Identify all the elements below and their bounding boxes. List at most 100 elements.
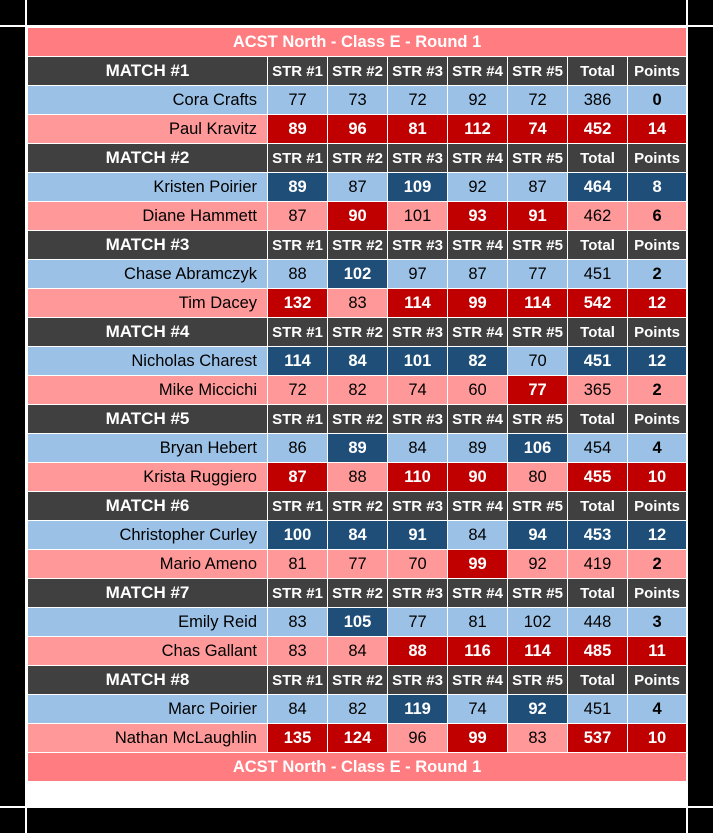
string-score[interactable]: 116 xyxy=(447,636,508,666)
string-score[interactable]: 89 xyxy=(267,114,328,144)
player-name[interactable]: Chase Abramczyk xyxy=(27,259,268,289)
string-score[interactable]: 74 xyxy=(387,375,448,405)
points[interactable]: 3 xyxy=(626,607,688,637)
string-score[interactable]: 84 xyxy=(327,346,388,376)
sheet-title[interactable]: ACST North - Class E - Round 1 xyxy=(26,27,688,57)
player-name[interactable]: Diane Hammett xyxy=(27,201,268,231)
column-header[interactable]: STR #4 xyxy=(447,317,508,347)
column-header[interactable]: Total xyxy=(567,578,628,608)
string-score[interactable]: 102 xyxy=(327,259,388,289)
string-score[interactable]: 114 xyxy=(267,346,328,376)
column-header[interactable]: STR #1 xyxy=(267,491,328,521)
player-name[interactable]: Tim Dacey xyxy=(27,288,268,318)
column-header[interactable]: STR #5 xyxy=(507,56,568,86)
string-score[interactable]: 135 xyxy=(267,723,328,753)
column-header[interactable]: STR #1 xyxy=(267,665,328,695)
string-score[interactable]: 81 xyxy=(447,607,508,637)
player-name[interactable]: Krista Ruggiero xyxy=(27,462,268,492)
column-header[interactable]: Total xyxy=(567,404,628,434)
column-header[interactable]: STR #2 xyxy=(327,578,388,608)
column-header[interactable]: STR #2 xyxy=(327,143,388,173)
string-score[interactable]: 82 xyxy=(327,694,388,724)
column-header[interactable]: Points xyxy=(626,56,688,86)
points[interactable]: 10 xyxy=(626,723,688,753)
string-score[interactable]: 87 xyxy=(507,172,568,202)
string-score[interactable]: 97 xyxy=(387,259,448,289)
column-header[interactable]: STR #1 xyxy=(267,578,328,608)
points[interactable]: 0 xyxy=(626,85,688,115)
string-score[interactable]: 82 xyxy=(327,375,388,405)
total-score[interactable]: 419 xyxy=(567,549,628,579)
string-score[interactable]: 72 xyxy=(507,85,568,115)
column-header[interactable]: STR #1 xyxy=(267,404,328,434)
string-score[interactable]: 77 xyxy=(507,259,568,289)
points[interactable]: 11 xyxy=(626,636,688,666)
column-header[interactable]: STR #2 xyxy=(327,317,388,347)
string-score[interactable]: 101 xyxy=(387,201,448,231)
points[interactable]: 6 xyxy=(626,201,688,231)
column-header[interactable]: STR #2 xyxy=(327,56,388,86)
string-score[interactable]: 83 xyxy=(507,723,568,753)
column-header[interactable]: STR #3 xyxy=(387,56,448,86)
string-score[interactable]: 99 xyxy=(447,549,508,579)
string-score[interactable]: 92 xyxy=(507,549,568,579)
string-score[interactable]: 77 xyxy=(267,85,328,115)
total-score[interactable]: 365 xyxy=(567,375,628,405)
total-score[interactable]: 464 xyxy=(567,172,628,202)
string-score[interactable]: 77 xyxy=(327,549,388,579)
total-score[interactable]: 451 xyxy=(567,346,628,376)
column-header[interactable]: STR #2 xyxy=(327,665,388,695)
column-header[interactable]: Points xyxy=(626,404,688,434)
column-header[interactable]: Total xyxy=(567,491,628,521)
string-score[interactable]: 80 xyxy=(507,462,568,492)
total-score[interactable]: 451 xyxy=(567,694,628,724)
match-label[interactable]: MATCH #7 xyxy=(27,578,268,608)
string-score[interactable]: 86 xyxy=(267,433,328,463)
player-name[interactable]: Kristen Poirier xyxy=(27,172,268,202)
string-score[interactable]: 92 xyxy=(447,85,508,115)
column-header[interactable]: STR #4 xyxy=(447,143,508,173)
column-header[interactable]: STR #4 xyxy=(447,404,508,434)
player-name[interactable]: Nathan McLaughlin xyxy=(27,723,268,753)
column-header[interactable]: STR #4 xyxy=(447,491,508,521)
string-score[interactable]: 89 xyxy=(267,172,328,202)
column-header[interactable]: Total xyxy=(567,230,628,260)
string-score[interactable]: 119 xyxy=(387,694,448,724)
string-score[interactable]: 60 xyxy=(447,375,508,405)
player-name[interactable]: Christopher Curley xyxy=(27,520,268,550)
string-score[interactable]: 70 xyxy=(387,549,448,579)
column-header[interactable]: Total xyxy=(567,56,628,86)
total-score[interactable]: 453 xyxy=(567,520,628,550)
total-score[interactable]: 485 xyxy=(567,636,628,666)
points[interactable]: 12 xyxy=(626,520,688,550)
match-label[interactable]: MATCH #3 xyxy=(27,230,268,260)
match-label[interactable]: MATCH #6 xyxy=(27,491,268,521)
string-score[interactable]: 84 xyxy=(327,636,388,666)
string-score[interactable]: 89 xyxy=(447,433,508,463)
string-score[interactable]: 89 xyxy=(327,433,388,463)
total-score[interactable]: 537 xyxy=(567,723,628,753)
string-score[interactable]: 105 xyxy=(327,607,388,637)
string-score[interactable]: 83 xyxy=(327,288,388,318)
column-header[interactable]: Total xyxy=(567,317,628,347)
points[interactable]: 12 xyxy=(626,288,688,318)
string-score[interactable]: 84 xyxy=(447,520,508,550)
player-name[interactable]: Chas Gallant xyxy=(27,636,268,666)
string-score[interactable]: 99 xyxy=(447,723,508,753)
player-name[interactable]: Nicholas Charest xyxy=(27,346,268,376)
string-score[interactable]: 88 xyxy=(387,636,448,666)
string-score[interactable]: 87 xyxy=(267,201,328,231)
column-header[interactable]: Points xyxy=(626,230,688,260)
string-score[interactable]: 87 xyxy=(447,259,508,289)
column-header[interactable]: STR #3 xyxy=(387,491,448,521)
column-header[interactable]: STR #4 xyxy=(447,230,508,260)
string-score[interactable]: 84 xyxy=(387,433,448,463)
column-header[interactable]: STR #5 xyxy=(507,143,568,173)
string-score[interactable]: 112 xyxy=(447,114,508,144)
column-header[interactable]: STR #2 xyxy=(327,491,388,521)
string-score[interactable]: 91 xyxy=(507,201,568,231)
string-score[interactable]: 90 xyxy=(447,462,508,492)
total-score[interactable]: 462 xyxy=(567,201,628,231)
column-header[interactable]: STR #5 xyxy=(507,404,568,434)
string-score[interactable]: 87 xyxy=(327,172,388,202)
